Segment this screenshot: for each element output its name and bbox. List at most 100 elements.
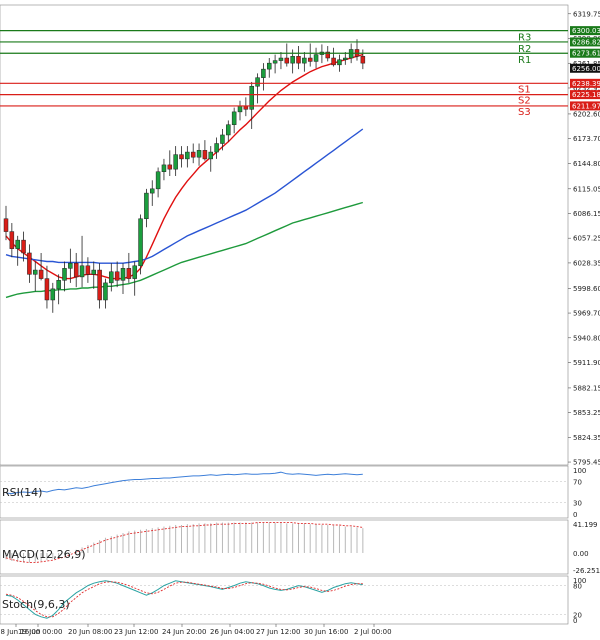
price-tick-label: 6319.75 bbox=[573, 10, 600, 18]
candle-body bbox=[307, 57, 313, 62]
resistance-price-tag-text: 6273.61 bbox=[572, 50, 600, 58]
price-tick-label: 5911.90 bbox=[573, 359, 600, 367]
price-tick-label: 5940.80 bbox=[573, 334, 600, 342]
current-price-text: 6256.00 bbox=[572, 65, 600, 73]
candle-body bbox=[249, 85, 254, 110]
support-label: S3 bbox=[518, 107, 531, 118]
candle-body bbox=[261, 68, 266, 78]
candle-body bbox=[226, 124, 231, 136]
rsi-tick-label: 100 bbox=[573, 467, 586, 475]
candle-body bbox=[208, 151, 213, 160]
price-panel-frame bbox=[0, 4, 569, 466]
resistance-price-tag-text: 6286.82 bbox=[572, 38, 600, 46]
rsi-label: RSI(14) bbox=[2, 486, 42, 499]
price-tick-label: 5824.35 bbox=[573, 434, 600, 442]
candle-body bbox=[91, 269, 96, 275]
stoch-d-line bbox=[5, 581, 363, 618]
price-tick-label: 5969.70 bbox=[573, 310, 600, 318]
time-tick-label: 26 Jun 04:00 bbox=[210, 628, 254, 636]
candle-body bbox=[15, 239, 20, 249]
candle-body bbox=[27, 252, 32, 275]
price-tick-label: 6144.80 bbox=[573, 160, 600, 168]
candle-body bbox=[44, 278, 50, 301]
price-tick-label: 6202.60 bbox=[573, 110, 600, 118]
price-tick-label: 6232.95 bbox=[573, 84, 600, 92]
candle-body bbox=[284, 57, 290, 64]
rsi-frame bbox=[0, 465, 569, 519]
rsi-tick-label: 0 bbox=[573, 511, 577, 519]
candle-body bbox=[126, 268, 132, 279]
candle-body bbox=[190, 151, 196, 158]
support-price-tag bbox=[570, 101, 600, 111]
candle-body bbox=[337, 59, 342, 66]
candle-body bbox=[220, 134, 225, 144]
support-price-tag-text: 6211.97 bbox=[572, 102, 600, 110]
resistance-price-tag bbox=[570, 37, 600, 47]
macd-tick-label: 0.00 bbox=[573, 550, 589, 558]
candle-body bbox=[132, 265, 137, 279]
support-price-tag bbox=[570, 78, 600, 88]
candle-body bbox=[196, 150, 202, 158]
stoch-tick-label: 80 bbox=[573, 583, 582, 591]
resistance-price-tag-text: 6300.03 bbox=[572, 27, 600, 35]
stoch-label: Stoch(9,6,3) bbox=[2, 598, 70, 611]
candle-body bbox=[290, 56, 295, 64]
support-price-tag bbox=[570, 90, 600, 100]
candle-body bbox=[313, 54, 319, 62]
price-tick-label: 5998.60 bbox=[573, 285, 600, 293]
candle-body bbox=[73, 262, 79, 278]
candle-body bbox=[85, 265, 91, 275]
candle-body bbox=[97, 269, 102, 301]
candle-body bbox=[114, 271, 120, 281]
price-tick-label: 5853.25 bbox=[573, 409, 600, 417]
candle-body bbox=[33, 269, 38, 275]
support-price-tag-text: 6238.39 bbox=[572, 80, 600, 88]
resistance-label: R3 bbox=[518, 33, 531, 44]
macd-label: MACD(12,26,9) bbox=[2, 548, 86, 561]
price-panel: 6319.756290.806261.856232.956202.606173.… bbox=[0, 4, 600, 467]
stoch-tick-label: 0 bbox=[573, 617, 577, 625]
price-tick-label: 6028.35 bbox=[573, 259, 600, 267]
candle-body bbox=[343, 57, 348, 60]
time-tick-label: 18 Jun 16:00 bbox=[0, 628, 40, 636]
support-price-tag-text: 6225.18 bbox=[572, 91, 600, 99]
candle-body bbox=[144, 192, 149, 220]
candle-body bbox=[50, 288, 56, 301]
candle-body bbox=[237, 105, 243, 113]
candle-body bbox=[161, 164, 167, 172]
candle-body bbox=[173, 154, 178, 170]
candle-body bbox=[138, 218, 143, 267]
candle-body bbox=[278, 57, 284, 61]
time-tick-label: 23 Jun 12:00 bbox=[114, 628, 158, 636]
candle-body bbox=[79, 265, 85, 278]
moving-average-line bbox=[5, 201, 363, 299]
price-tick-label: 5882.15 bbox=[573, 384, 600, 392]
time-tick-label: 24 Jun 20:00 bbox=[162, 628, 206, 636]
candle-body bbox=[167, 164, 173, 170]
macd-tick-label: -26.251 bbox=[573, 567, 600, 575]
candle-body bbox=[185, 151, 190, 160]
candle-body bbox=[103, 282, 108, 301]
candle-body bbox=[62, 268, 67, 281]
support-label: S1 bbox=[518, 84, 531, 95]
support-label: S2 bbox=[518, 96, 531, 107]
time-tick-label: 19 Jun 00:00 bbox=[18, 628, 62, 636]
time-tick-label: 20 Jun 08:00 bbox=[68, 628, 112, 636]
candle-body bbox=[150, 188, 155, 194]
price-tick-label: 5795.45 bbox=[573, 459, 600, 467]
candle-body bbox=[214, 143, 219, 153]
candle-body bbox=[9, 231, 15, 249]
rsi-tick-label: 30 bbox=[573, 499, 582, 507]
candle-body bbox=[267, 62, 272, 70]
candle-body bbox=[325, 51, 330, 59]
macd-tick-label: 41.199 bbox=[573, 521, 598, 529]
price-tick-label: 6086.15 bbox=[573, 210, 600, 218]
candle-body bbox=[179, 154, 184, 160]
candle-body bbox=[155, 171, 161, 190]
macd-signal-line bbox=[5, 522, 363, 564]
pivot-levels: R3 6300.03 R2 6286.82 R1 6273.61 S1 6238.39 S2 62… bbox=[0, 26, 600, 118]
stoch-tick-label: 20 bbox=[573, 611, 582, 619]
